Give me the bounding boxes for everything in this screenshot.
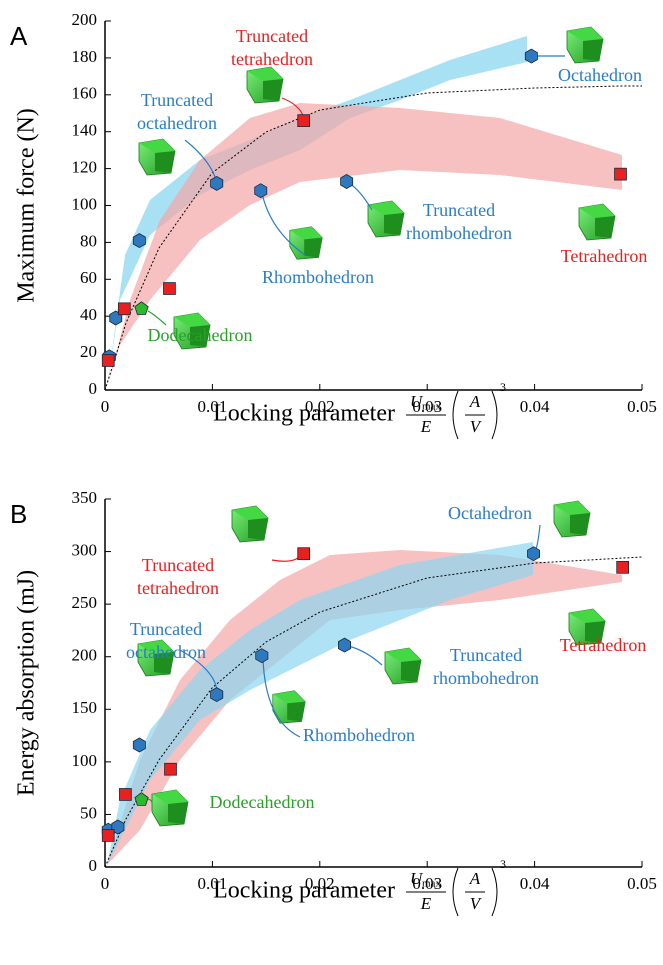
annotation: tetrahedron	[231, 49, 313, 69]
y-tick-label: 100	[72, 194, 98, 213]
y-tick-label: 140	[72, 121, 98, 140]
annotation: rhombohedron	[433, 668, 539, 688]
x-tick-label: 0	[101, 397, 110, 416]
point	[165, 763, 177, 775]
annotation: Dodecahedron	[210, 792, 315, 812]
x-tick-label: 0.05	[627, 397, 657, 416]
point	[338, 638, 350, 652]
x-axis-label: Locking parameter	[213, 878, 395, 904]
annotation: Truncated	[450, 645, 522, 665]
y-axis-label: Energy absorption (mJ)	[14, 570, 40, 796]
y-tick-label: 180	[72, 47, 98, 66]
y-tick-label: 50	[80, 803, 97, 822]
annotation: Truncated	[423, 200, 495, 220]
y-tick-label: 60	[80, 268, 97, 287]
x-tick-label: 0.04	[520, 397, 550, 416]
point	[133, 738, 145, 752]
formula-exp: 3	[500, 380, 506, 394]
annotation: Dodecahedron	[148, 325, 253, 345]
point	[118, 303, 130, 315]
x-tick-label: 0.04	[520, 874, 550, 893]
figure: A02040608010012014016018020000.010.020.0…	[0, 0, 663, 965]
point	[525, 49, 537, 63]
formula-v: V	[470, 417, 483, 436]
formula-e: E	[420, 894, 432, 913]
point	[163, 283, 175, 295]
y-tick-label: 0	[89, 379, 98, 398]
formula-sub: max	[422, 401, 441, 413]
annotation: Rhombohedron	[303, 725, 415, 745]
point	[133, 234, 145, 248]
point	[256, 649, 268, 663]
point	[255, 184, 267, 198]
annotation: Truncated	[141, 90, 213, 110]
y-tick-label: 200	[72, 10, 98, 29]
annotation: Truncated	[236, 26, 308, 46]
formula-sub: max	[422, 878, 441, 890]
annotation: octahedron	[137, 113, 217, 133]
point	[119, 789, 131, 801]
x-tick-label: 0.05	[627, 874, 657, 893]
annotation: rhombohedron	[406, 223, 512, 243]
point	[102, 830, 114, 842]
y-tick-label: 80	[80, 231, 97, 250]
annotation: Octahedron	[448, 503, 532, 523]
formula-e: E	[420, 417, 432, 436]
y-tick-label: 0	[89, 856, 98, 875]
y-axis-label: Maximum force (N)	[14, 108, 40, 303]
point	[102, 355, 114, 367]
point	[298, 548, 310, 560]
point	[617, 561, 629, 573]
point	[528, 547, 540, 561]
annotation: Rhombohedron	[262, 267, 374, 287]
y-tick-label: 100	[72, 751, 98, 770]
y-tick-label: 160	[72, 84, 98, 103]
annotation: Tetrahedron	[560, 635, 647, 655]
annotation: Octahedron	[558, 65, 642, 85]
point	[211, 176, 223, 190]
annotation: octahedron	[126, 642, 206, 662]
point	[298, 115, 310, 127]
y-tick-label: 350	[72, 488, 98, 507]
annotation: tetrahedron	[137, 578, 219, 598]
point	[211, 688, 223, 702]
formula-exp: 3	[500, 857, 506, 871]
y-tick-label: 150	[72, 698, 98, 717]
panel-label: A	[10, 21, 28, 51]
y-tick-label: 40	[80, 305, 97, 324]
annotation: Truncated	[142, 555, 214, 575]
formula-a: A	[469, 392, 481, 411]
y-tick-label: 300	[72, 540, 98, 559]
x-axis-label: Locking parameter	[213, 401, 395, 427]
y-tick-label: 120	[72, 158, 98, 177]
point	[341, 175, 353, 189]
y-tick-label: 200	[72, 646, 98, 665]
x-tick-label: 0	[101, 874, 110, 893]
annotation: Tetrahedron	[561, 246, 648, 266]
y-tick-label: 20	[80, 342, 97, 361]
y-tick-label: 250	[72, 593, 98, 612]
panel-label: B	[10, 499, 27, 529]
formula-a: A	[469, 869, 481, 888]
point	[615, 168, 627, 180]
annotation: Truncated	[130, 619, 202, 639]
formula-v: V	[470, 894, 483, 913]
